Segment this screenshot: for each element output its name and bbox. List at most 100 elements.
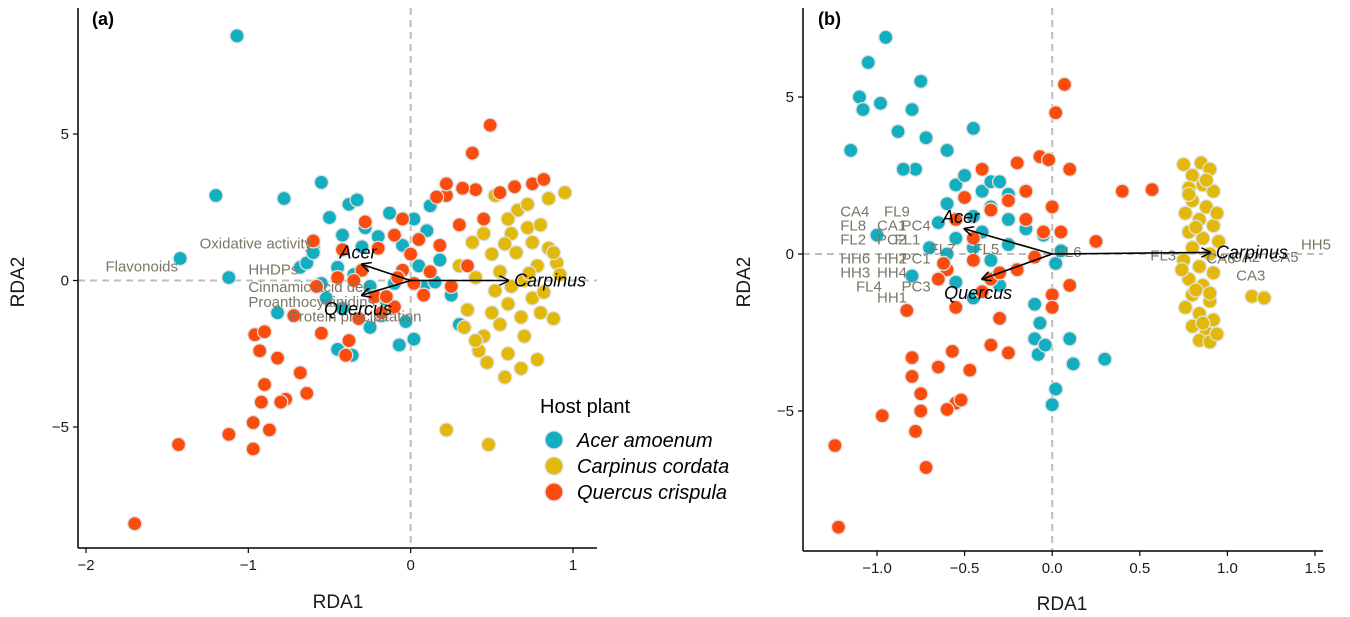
point-acer-amoenum <box>1065 356 1081 372</box>
variable-label-proanthocyainidins: Proanthocyainidins <box>248 294 375 311</box>
point-quercus-crispula <box>261 422 278 438</box>
variable-label-fl7: FL7 <box>930 241 956 258</box>
point-quercus-crispula <box>482 117 498 133</box>
panel-a-variable-labels: Flavonoids Oxidative activity HHDPsCinnami… <box>105 235 421 325</box>
panel-b-axes: −1.0 −0.5 0.0 0.5 1.0 1.5 −5 0 5 <box>777 8 1325 577</box>
variable-label-fl4: FL4 <box>856 279 882 296</box>
arrow-quercus <box>362 279 411 296</box>
point-carpinus-cordata <box>1209 205 1225 221</box>
point-quercus-crispula <box>1044 299 1060 316</box>
point-quercus-crispula <box>378 288 394 305</box>
point-carpinus-cordata <box>467 332 484 349</box>
point-acer-amoenum <box>1048 381 1064 397</box>
point-acer-amoenum <box>398 313 414 330</box>
point-carpinus-cordata <box>529 351 545 368</box>
point-quercus-crispula <box>830 519 847 535</box>
point-carpinus-cordata <box>532 305 549 321</box>
panel-b-label: (b) <box>818 9 841 29</box>
point-carpinus-cordata <box>1177 299 1194 316</box>
point-acer-amoenum <box>872 95 889 111</box>
point-acer-amoenum <box>276 190 292 207</box>
point-carpinus-cordata <box>1202 285 1218 301</box>
legend-title: Host plant <box>540 396 630 418</box>
point-quercus-crispula <box>956 189 973 206</box>
point-carpinus-cordata <box>1205 183 1222 199</box>
point-quercus-crispula <box>1088 233 1104 250</box>
point-quercus-crispula <box>245 441 261 457</box>
point-carpinus-cordata <box>1210 233 1227 250</box>
legend-swatch-carpinus <box>544 456 564 476</box>
point-quercus-crispula <box>983 202 999 218</box>
point-acer-amoenum <box>1048 255 1064 272</box>
point-acer-amoenum <box>1044 397 1060 413</box>
legend-label-carpinus: Carpinus cordata <box>577 456 729 478</box>
point-carpinus-cordata <box>484 305 500 321</box>
point-acer-amoenum <box>843 142 859 159</box>
point-carpinus-cordata <box>1256 290 1272 306</box>
point-quercus-crispula <box>1044 287 1060 303</box>
point-acer-amoenum <box>913 73 929 89</box>
panel-b-x-tick-label: 0.0 <box>1042 560 1063 577</box>
point-acer-amoenum <box>904 101 920 118</box>
variable-label-ca2: CA2 <box>1231 249 1260 266</box>
variable-label-hh5: HH5 <box>1301 236 1331 253</box>
panel-b-x-tick-label: −0.5 <box>950 560 980 577</box>
arrow-label-carpinus: Carpinus <box>514 271 586 291</box>
point-quercus-crispula <box>394 211 411 227</box>
panel-a-x-tick-label: 1 <box>569 557 577 574</box>
panel-a-ylabel: RDA2 <box>8 257 29 308</box>
point-quercus-crispula <box>913 403 929 419</box>
variable-label-ca3: CA3 <box>1236 268 1265 285</box>
point-acer-amoenum <box>362 319 378 336</box>
point-carpinus-cordata <box>479 354 495 371</box>
arrow-label-quercus: Quercus <box>944 283 1012 303</box>
point-acer-amoenum <box>1000 211 1017 228</box>
point-quercus-crispula <box>506 179 523 195</box>
point-quercus-crispula <box>386 299 403 315</box>
legend-label-quercus: Quercus crispula <box>577 482 727 504</box>
point-quercus-crispula <box>1114 183 1130 199</box>
point-quercus-crispula <box>454 180 471 196</box>
point-quercus-crispula <box>939 401 955 418</box>
point-acer-amoenum <box>318 290 334 306</box>
point-acer-amoenum <box>381 205 398 221</box>
point-quercus-crispula <box>443 278 459 295</box>
point-quercus-crispula <box>918 459 934 476</box>
point-quercus-crispula <box>451 217 468 233</box>
point-carpinus-cordata <box>516 328 532 344</box>
point-quercus-crispula <box>476 211 492 227</box>
point-quercus-crispula <box>286 308 302 324</box>
point-carpinus-cordata <box>524 234 541 251</box>
point-quercus-crispula <box>305 233 321 249</box>
point-carpinus-cordata <box>438 422 455 438</box>
point-acer-amoenum <box>930 214 946 231</box>
point-acer-amoenum <box>869 227 885 243</box>
point-quercus-crispula <box>948 211 964 228</box>
point-carpinus-cordata <box>500 296 516 312</box>
arrow-acer <box>362 264 411 282</box>
point-quercus-crispula <box>351 310 367 327</box>
point-carpinus-cordata <box>1209 326 1225 342</box>
panel-a-y-tick-label: −5 <box>52 419 69 436</box>
point-acer-amoenum <box>1097 351 1113 367</box>
panel-a-y-tick-label: 5 <box>61 126 69 143</box>
panel-a-label: (a) <box>92 9 114 29</box>
point-carpinus-cordata <box>552 266 568 283</box>
point-acer-amoenum <box>965 120 982 137</box>
point-acer-amoenum <box>956 167 973 184</box>
legend-label-acer: Acer amoenum <box>576 430 713 452</box>
point-quercus-crispula <box>1053 224 1069 240</box>
panel-a-biplot-arrows: Acer Carpinus Quercus <box>324 242 586 319</box>
point-acer-amoenum <box>229 28 245 44</box>
point-carpinus-cordata <box>541 190 557 207</box>
point-acer-amoenum <box>406 331 422 347</box>
variable-label-hh1: HH1 <box>877 290 907 307</box>
point-quercus-crispula <box>416 287 432 303</box>
panel-a-x-tick-label: 0 <box>406 557 414 574</box>
panel-b-points <box>827 29 1272 535</box>
point-carpinus-cordata <box>500 211 516 227</box>
point-acer-amoenum <box>890 123 906 140</box>
point-quercus-crispula <box>904 349 920 366</box>
point-quercus-crispula <box>221 426 237 442</box>
